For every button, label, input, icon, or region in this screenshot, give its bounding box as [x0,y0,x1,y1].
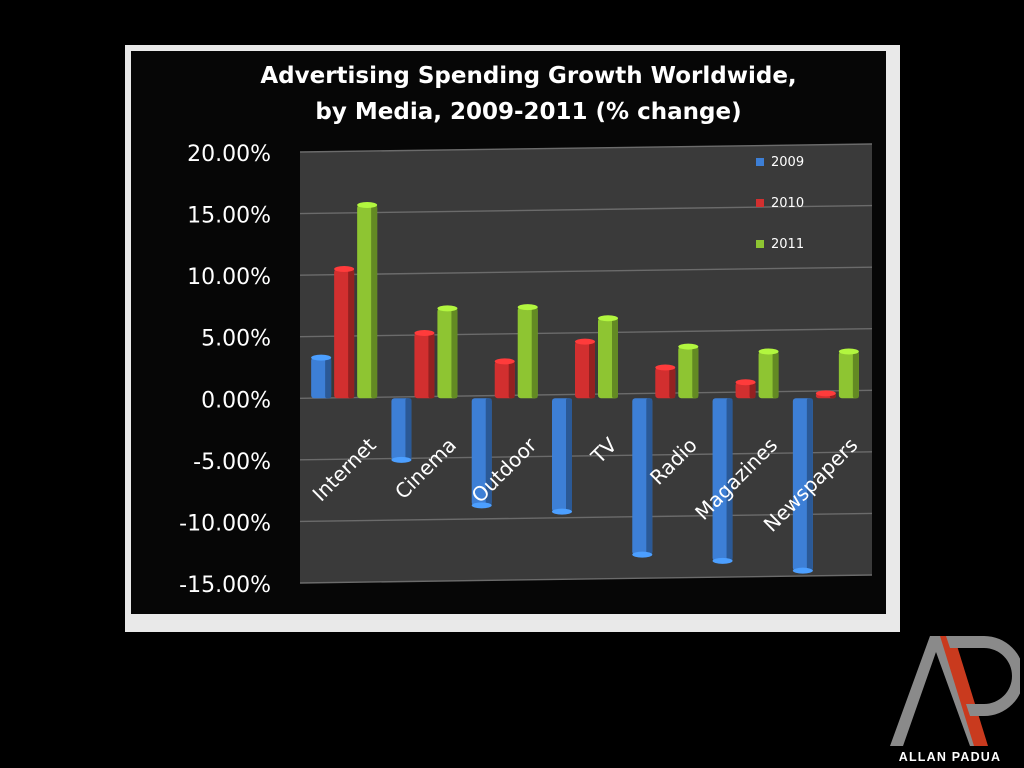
bar-cap [494,358,515,365]
bar-shade [669,367,676,399]
bar-shade [692,346,699,399]
chart-title-line-1: Advertising Spending Growth Worldwide, [260,63,797,89]
legend-label: 2010 [771,196,804,211]
bar-shade [852,351,859,399]
chart-title: Advertising Spending Growth Worldwide, b… [131,58,926,130]
gridline [299,328,873,338]
bar-shade [566,398,572,512]
bar-shade [612,318,618,399]
bar-shade [508,361,515,399]
gridline [299,143,873,153]
gridline [299,266,873,276]
legend-swatch-2011 [756,240,764,248]
bar-cap [678,343,699,350]
legend-label: 2011 [771,237,804,252]
bar-cap [735,379,756,386]
legend-swatch-2010 [756,199,764,207]
y-tick-label: 20.00% [187,142,271,167]
chart-subtitle: by Media, 2009-2011 (% change) [315,99,742,125]
bar-cap [357,201,378,208]
bar-cap [838,348,859,355]
y-tick-label: 0.00% [201,388,271,413]
y-tick-label: -15.00% [179,573,271,598]
gridline [299,574,873,584]
bar-cap [792,567,813,574]
bar-cap [598,315,618,322]
bar-cap [437,305,458,312]
legend-label: 2009 [771,155,804,170]
ap-logo-mark [890,636,1024,746]
brand-name: ALLAN PADUA [898,750,1002,764]
bar-shade [325,357,332,399]
bar-cap [517,304,538,311]
bar-shade [772,351,779,399]
brand-logo: ALLAN PADUA [880,634,1024,768]
bar-shade [646,398,653,555]
bar-shade [749,382,756,399]
bar-cap [414,330,435,337]
bar-cap [712,557,733,564]
gridline [299,204,873,215]
bar-cap [815,390,836,397]
bar-cap [758,348,779,355]
bar-shade [589,341,595,399]
bar-cap [632,551,653,558]
bar-shade [348,268,355,399]
bar-shade [726,398,733,561]
bar-cap [655,364,676,371]
bar-shade [451,308,458,399]
bar-shade [371,204,378,399]
y-tick-label: 10.00% [187,265,271,290]
bar-cap [552,508,572,515]
bar-shade [531,307,538,399]
legend-swatch-2009 [756,158,764,166]
bar-cap [391,456,412,463]
y-tick-label: -10.00% [179,511,271,536]
bar-shade [405,398,412,460]
bar-cap [334,265,355,272]
y-tick-label: -5.00% [193,450,271,475]
bar-cap [575,338,595,345]
y-tick-label: 15.00% [187,204,271,229]
y-tick-label: 5.00% [201,327,271,352]
bar-shade [428,333,435,399]
bar-cap [471,502,492,509]
bar-shade [485,398,492,506]
gridline [299,512,873,523]
bar-cap [311,354,332,361]
bar-shade [806,398,813,571]
